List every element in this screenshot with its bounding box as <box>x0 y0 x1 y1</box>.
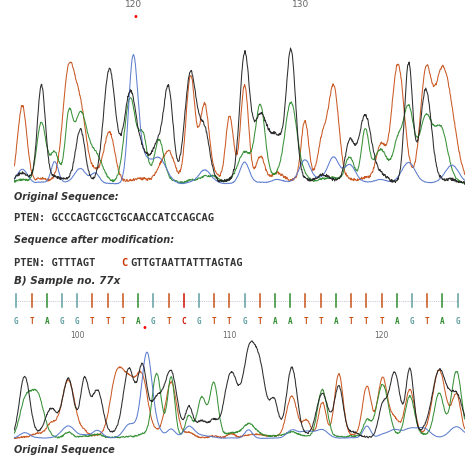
Text: 130: 130 <box>292 0 309 9</box>
Text: A: A <box>440 317 445 326</box>
Text: •: • <box>133 11 139 21</box>
Text: B) Sample no. 77x: B) Sample no. 77x <box>14 275 120 285</box>
Text: A: A <box>136 317 140 326</box>
Text: PTEN: GCCCAGTCGCTGCAACCATCCAGCAG: PTEN: GCCCAGTCGCTGCAACCATCCAGCAG <box>14 213 214 223</box>
Text: GTTGTAATTATTTAGTAG: GTTGTAATTATTTAGTAG <box>130 258 243 268</box>
Text: G: G <box>75 317 80 326</box>
Text: T: T <box>349 317 354 326</box>
Text: G: G <box>242 317 247 326</box>
Text: T: T <box>120 317 125 326</box>
Text: 100: 100 <box>70 331 84 340</box>
Text: Sequence after modification:: Sequence after modification: <box>14 235 174 245</box>
Text: G: G <box>197 317 201 326</box>
Text: T: T <box>29 317 34 326</box>
Text: C: C <box>122 258 128 268</box>
Text: T: T <box>303 317 308 326</box>
Text: T: T <box>166 317 171 326</box>
Text: T: T <box>257 317 262 326</box>
Text: T: T <box>364 317 369 326</box>
Text: T: T <box>90 317 95 326</box>
Text: A: A <box>45 317 49 326</box>
Text: T: T <box>105 317 110 326</box>
Text: A: A <box>273 317 277 326</box>
Text: A: A <box>394 317 399 326</box>
Text: Original Sequence:: Original Sequence: <box>14 192 118 202</box>
Text: G: G <box>410 317 414 326</box>
Text: G: G <box>456 317 460 326</box>
Text: T: T <box>212 317 217 326</box>
Text: C: C <box>182 317 186 326</box>
Text: 120: 120 <box>125 0 142 9</box>
Text: T: T <box>319 317 323 326</box>
Text: 120: 120 <box>374 331 389 340</box>
Text: •: • <box>142 323 148 333</box>
Text: G: G <box>60 317 64 326</box>
Text: T: T <box>425 317 429 326</box>
Text: G: G <box>151 317 155 326</box>
Text: Original Sequence: Original Sequence <box>14 445 115 455</box>
Text: 110: 110 <box>222 331 237 340</box>
Text: PTEN: GTTTAGT: PTEN: GTTTAGT <box>14 258 95 268</box>
Text: G: G <box>14 317 18 326</box>
Text: A: A <box>288 317 292 326</box>
Text: T: T <box>379 317 384 326</box>
Text: T: T <box>227 317 232 326</box>
Text: A: A <box>334 317 338 326</box>
